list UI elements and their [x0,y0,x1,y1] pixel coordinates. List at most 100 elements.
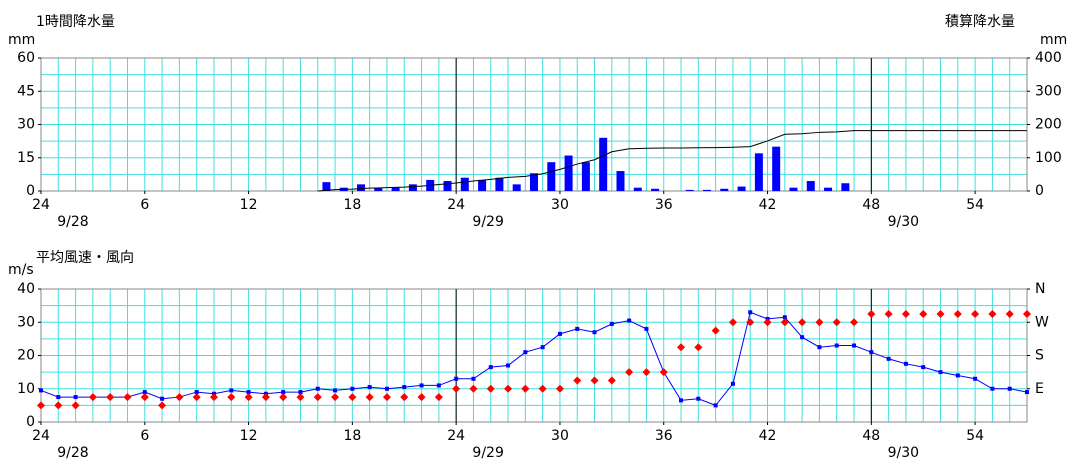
marker [37,401,45,410]
marker [728,318,737,327]
marker [158,401,167,410]
marker [486,384,495,393]
x-tick-label: 42 [759,197,777,213]
y-tick-label: 20 [17,348,35,364]
marker [573,376,582,385]
marker [780,318,789,327]
marker [350,386,355,391]
marker [315,386,320,391]
bar [460,177,469,191]
marker [886,356,891,361]
x-tick-label: 48 [862,428,880,444]
marker [365,393,374,402]
marker [331,393,340,402]
bar [478,179,487,191]
chart-title: 平均風速・風向 [36,250,134,266]
marker [1007,386,1012,391]
marker [730,381,735,386]
marker [540,345,545,350]
marker [953,309,962,318]
marker [160,396,165,401]
y-tick-label: 60 [17,50,35,66]
bar [720,188,729,191]
line [40,311,1028,406]
y2-tick-label: 400 [1035,50,1062,66]
bar [789,187,798,191]
bar [443,181,452,191]
x-tick-label: 18 [343,197,361,213]
bar [737,186,746,191]
marker [921,365,926,370]
marker [988,309,997,318]
bar [374,187,383,191]
x-tick-label: 48 [862,197,880,213]
y2-tick-label: N [1035,281,1045,297]
marker [54,401,63,410]
marker [123,393,132,402]
marker [713,403,718,408]
marker [919,309,928,318]
y-tick-label: 30 [17,117,35,133]
y-tick-label: 30 [17,314,35,330]
marker [400,393,409,402]
marker [557,331,562,336]
x-tick-label: 24 [447,428,465,444]
marker [679,398,684,403]
bar [530,173,538,191]
y-tick-label: 10 [17,381,35,397]
bar [841,183,850,191]
marker [852,343,857,348]
marker [471,376,476,381]
marker [194,390,199,395]
marker [782,315,787,320]
marker [800,335,805,340]
x-tick-label: 18 [343,428,361,444]
marker [1005,309,1014,318]
marker [538,384,547,393]
y-tick-label: 45 [17,83,35,99]
y-tick-label: 15 [17,150,35,166]
marker [348,393,357,402]
marker [209,393,218,402]
marker [71,401,80,410]
marker [677,343,686,352]
y-tick-label: 0 [26,414,35,430]
marker [454,376,459,381]
marker [901,309,910,318]
marker [798,318,807,327]
marker [175,393,184,402]
marker [832,318,841,327]
marker [990,386,995,391]
y2-tick-label: E [1035,381,1044,397]
date-label: 9/29 [472,214,503,230]
marker [711,326,720,335]
x-tick-label: 24 [32,197,50,213]
marker [88,393,97,402]
marker [869,350,874,355]
date-label: 9/28 [57,445,88,461]
x-tick-label: 6 [140,197,149,213]
x-tick-label: 12 [240,197,258,213]
marker [382,393,391,402]
marker [971,309,980,318]
x-tick-label: 42 [759,428,777,444]
y-tick-label: 40 [17,281,35,297]
y2-tick-label: 200 [1035,117,1062,133]
bar [702,189,711,191]
marker [834,343,839,348]
marker [488,365,493,370]
date-label: 9/30 [888,214,919,230]
x-tick-label: 36 [655,197,673,213]
bar [651,188,660,191]
marker [227,393,236,402]
y2-tick-label: 100 [1035,150,1062,166]
x-tick-label: 12 [240,428,258,444]
bar [824,187,833,191]
marker [521,384,530,393]
marker [815,318,824,327]
x-tick-label: 24 [447,197,465,213]
marker [1025,390,1029,395]
x-tick-label: 6 [140,428,149,444]
marker [417,393,426,402]
bar [806,181,815,191]
